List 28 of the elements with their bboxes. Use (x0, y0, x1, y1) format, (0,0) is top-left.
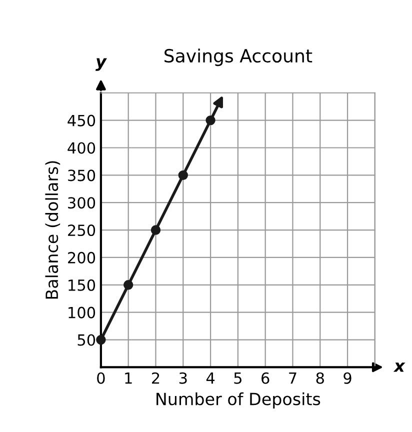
text: y (96, 58, 107, 71)
x-tick-label: 2 (152, 372, 160, 384)
point (178, 170, 188, 180)
x-tick-label: 8 (316, 372, 324, 384)
x-tick-label: 3 (179, 372, 187, 384)
point (96, 334, 106, 345)
y-tick-label: 350 (68, 170, 96, 182)
x-tick-label: 4 (206, 372, 215, 384)
text: x (393, 362, 406, 372)
point (123, 280, 134, 290)
x-tick-label: 0 (97, 372, 105, 384)
x-tick-label: 6 (262, 372, 270, 384)
y-tick-label: 250 (68, 224, 96, 236)
y-tick-label: 300 (68, 197, 96, 209)
y-tick-label: 200 (68, 252, 96, 264)
x-axis-title: Number of Deposits (156, 392, 320, 409)
y-tick-label: 450 (68, 114, 96, 126)
x-tick-label: 1 (125, 372, 132, 384)
y-tick-label: 400 (68, 142, 96, 154)
y-tick-label: 150 (68, 279, 96, 291)
x-tick-label: 7 (289, 372, 296, 384)
y-tick-label: 100 (68, 306, 96, 318)
y-axis-title: Balance (dollars) (45, 161, 60, 299)
x-tick-label: 5 (234, 372, 242, 384)
y-tick-label: 50 (78, 334, 96, 346)
x-tick-label: 9 (344, 372, 352, 384)
point (150, 225, 161, 235)
chart-title: Savings Account (164, 48, 312, 66)
